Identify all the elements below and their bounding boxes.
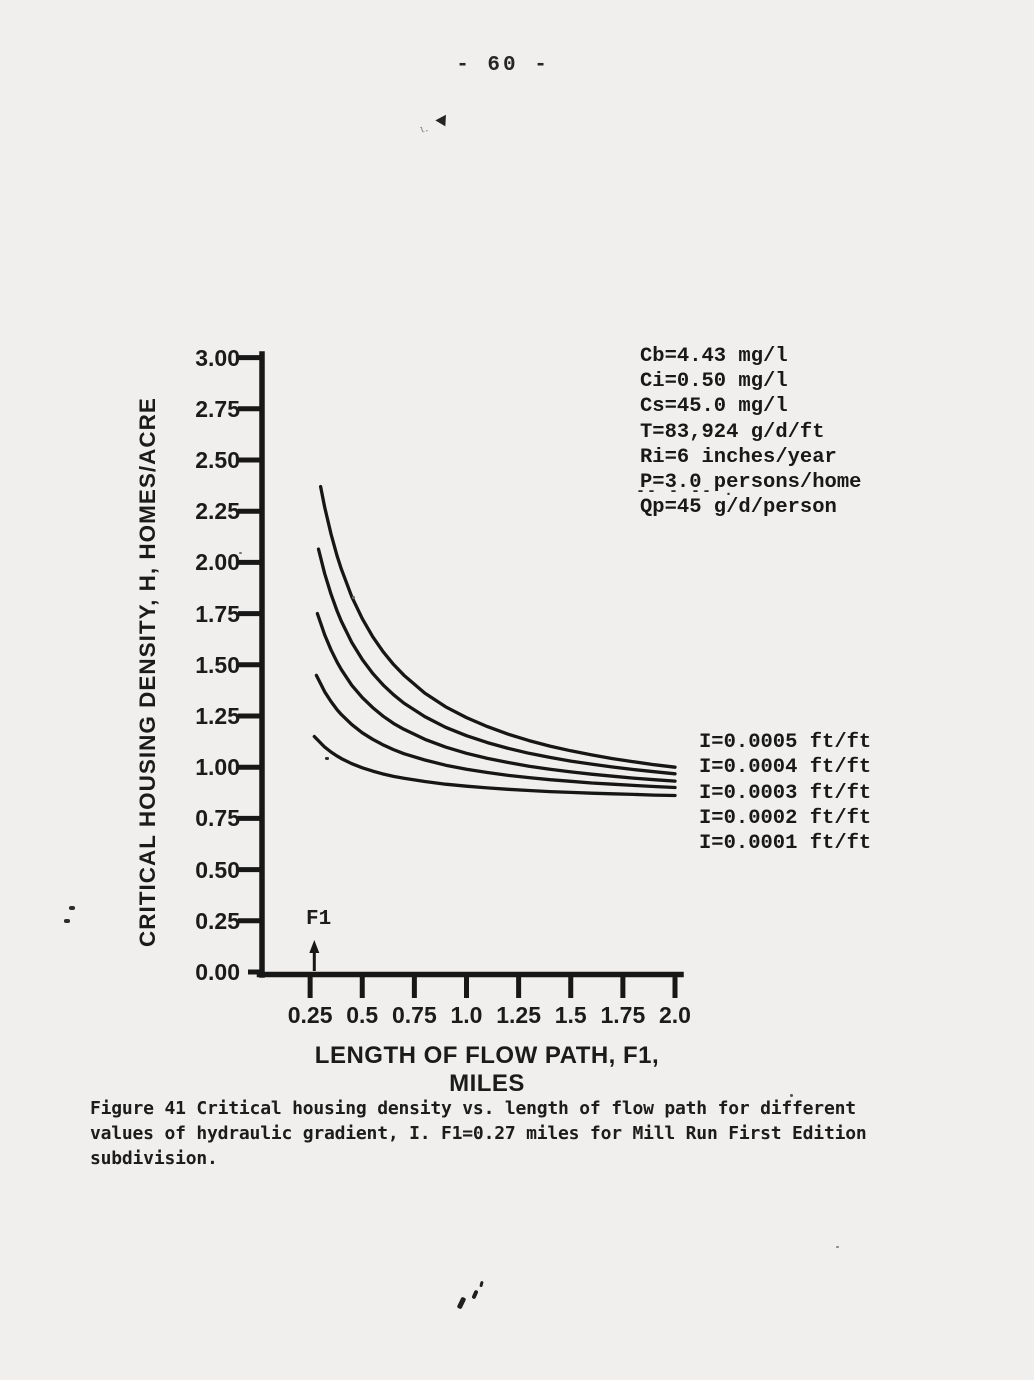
x-tick-label: 1.0 [450, 1002, 483, 1028]
y-tick-label: 1.75 [195, 600, 240, 627]
x-tick-label: 1.25 [496, 1002, 541, 1028]
y-tick-label: 1.50 [195, 651, 240, 678]
f1-marker-arrowhead [309, 940, 320, 953]
scan-speck [325, 757, 329, 760]
f1-marker-label: F1 [306, 908, 332, 931]
scan-speck [836, 1246, 839, 1248]
parameter-line: P=3.0 persons/home [640, 471, 862, 495]
page-number: - 60 - [456, 54, 550, 77]
parameter-line: Qp=45 g/d/person [640, 496, 837, 520]
x-tick-label: 0.5 [346, 1002, 379, 1028]
legend-item: I=0.0003 ft/ft [699, 781, 872, 805]
y-tick-label: 0.50 [195, 856, 240, 883]
legend-item: I=0.0001 ft/ft [699, 832, 872, 856]
curve-I=0.0002 [314, 673, 677, 790]
y-axis-title: CRITICAL HOUSING DENSITY, H, HOMES/ACRE [135, 397, 160, 947]
figure-caption: Figure 41 Critical housing density vs. l… [90, 1098, 867, 1169]
x-tick-label: 2.0 [659, 1002, 691, 1028]
legend-item: I=0.0002 ft/ft [699, 806, 872, 830]
y-tick-label: 0.75 [195, 805, 240, 832]
scan-speck [64, 919, 70, 923]
y-tick-label: 0.00 [195, 959, 240, 985]
y-tick-label: 2.75 [195, 395, 240, 422]
curve-I=0.0001 [312, 734, 677, 798]
chart-legend: I=0.0005 ft/ft I=0.0004 ft/ft I=0.0003 ft/… [699, 730, 871, 856]
scan-speck [69, 906, 75, 910]
x-tick-label: 1.5 [554, 1002, 587, 1028]
x-tick-label: 0.25 [287, 1002, 333, 1028]
scan-speck [790, 1094, 793, 1097]
y-tick-label: 1.00 [195, 754, 240, 781]
x-tick-label: 0.75 [391, 1002, 437, 1028]
scan-speck [352, 596, 355, 599]
curve-I=0.0005 [318, 484, 677, 769]
y-tick-label: 1.25 [195, 703, 240, 729]
legend-item: I=0.0005 ft/ft [699, 731, 872, 754]
curve-I=0.0004 [316, 547, 677, 776]
y-tick-label: 2.00 [195, 549, 240, 576]
chart-parameter-block: Cb=4.43 mg/l Ci=0.50 mg/l Cs=45.0 mg/l T=83… [640, 344, 861, 520]
x-tick-label: 1.75 [600, 1002, 646, 1028]
parameter-line: Ri=6 inches/year [640, 445, 837, 469]
y-tick-label: 0.25 [195, 907, 240, 934]
x-axis-title: LENGTH OF FLOW PATH, F1, MILES [314, 1042, 660, 1097]
curve-I=0.0003 [315, 611, 677, 783]
y-tick-label: 2.50 [195, 447, 240, 473]
qp-overbar-marks: -- - -- . [636, 483, 736, 500]
y-tick-label: 3.00 [195, 344, 240, 371]
parameter-line: T=83,924 g/d/ft [640, 420, 825, 444]
scan-speck [239, 552, 242, 554]
parameter-line: Ci=0.50 mg/l [640, 370, 788, 394]
y-tick-label: 2.25 [195, 498, 240, 525]
parameter-line: Cs=45.0 mg/l [640, 395, 788, 419]
legend-item: I=0.0004 ft/ft [699, 756, 872, 780]
parameter-line: Cb=4.43 mg/l [640, 345, 788, 368]
